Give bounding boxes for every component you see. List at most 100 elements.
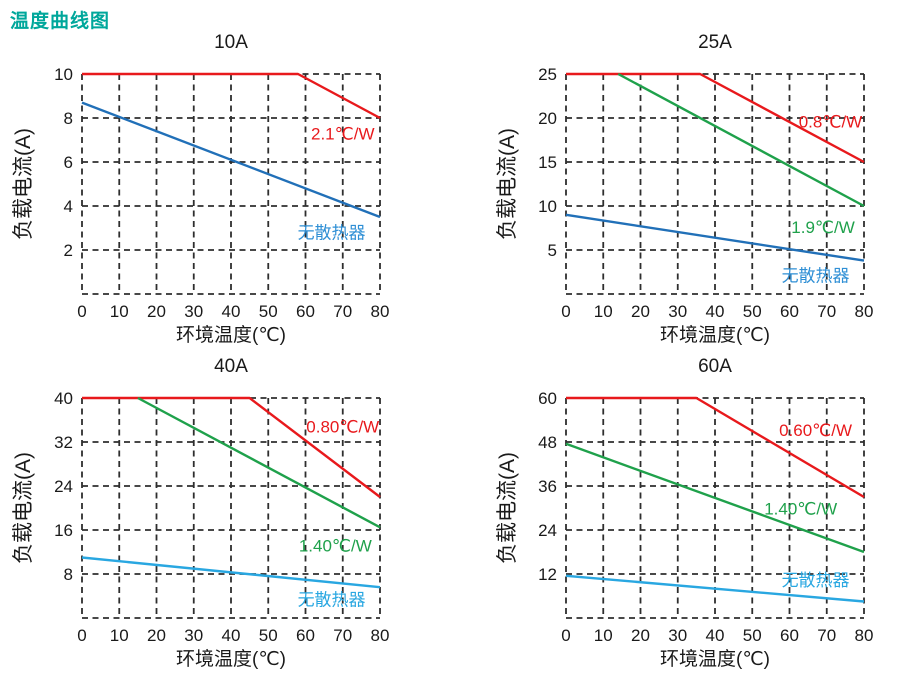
series-label: 无散热器: [298, 223, 366, 242]
chart-10A: 10A 2 4 6 8 10 0 10 20 30 40 50 60 70 80 环境温度(℃) 负载电流(A)…: [12, 32, 390, 346]
x-tick-label: 0: [77, 626, 86, 645]
series-label: 0.80℃/W: [306, 418, 379, 437]
x-axis-title: 环境温度(℃): [176, 324, 286, 346]
y-axis-title: 负载电流(A): [12, 452, 35, 564]
y-tick-label: 5: [548, 241, 557, 260]
series-label: 1.40℃/W: [764, 500, 837, 519]
x-tick-label: 80: [371, 302, 390, 321]
chart-block-25a: 25A 5 10 15 20 25 0 10 20 30 40 50 60 70 80 环境温度(℃) 负载电流…: [496, 28, 912, 352]
x-tick-label: 30: [184, 626, 203, 645]
y-tick-label: 8: [64, 565, 73, 584]
y-tick-label: 16: [54, 521, 73, 540]
series-line-1: [137, 396, 381, 529]
x-tick-label: 60: [296, 302, 315, 321]
chart-title: 40A: [214, 356, 248, 377]
series-label: 1.40℃/W: [299, 536, 372, 555]
x-tick-label: 80: [855, 626, 874, 645]
chart-40A: 40A 8 16 24 32 40 0 10 20 30 40 50 60 70 80 环境温度(℃) 负载电流…: [12, 356, 390, 670]
x-tick-label: 50: [743, 302, 762, 321]
y-tick-label: 10: [538, 197, 557, 216]
series-label: 0.8℃/W: [799, 113, 863, 132]
series-line-1: [81, 101, 381, 219]
series-line-0: [566, 396, 865, 499]
x-tick-label: 10: [594, 626, 613, 645]
series-line-2: [81, 556, 381, 589]
x-tick-label: 40: [222, 302, 241, 321]
x-tick-label: 30: [184, 302, 203, 321]
x-axis-title: 环境温度(℃): [660, 648, 770, 670]
y-tick-label: 20: [538, 109, 557, 128]
y-tick-label: 4: [64, 197, 73, 216]
series-label: 无散热器: [782, 267, 850, 286]
y-axis-title: 负载电流(A): [496, 452, 519, 564]
x-tick-label: 60: [780, 302, 799, 321]
x-tick-label: 20: [631, 626, 650, 645]
x-tick-label: 30: [668, 626, 687, 645]
series-label: 2.1℃/W: [311, 124, 375, 143]
x-tick-label: 20: [631, 302, 650, 321]
x-tick-label: 60: [296, 626, 315, 645]
x-tick-label: 60: [780, 626, 799, 645]
y-axis-title: 负载电流(A): [12, 128, 35, 240]
x-tick-label: 10: [110, 626, 129, 645]
x-tick-label: 0: [77, 302, 86, 321]
x-tick-label: 30: [668, 302, 687, 321]
chart-title: 25A: [698, 32, 732, 53]
series-label: 无散热器: [298, 590, 366, 609]
x-tick-label: 70: [333, 626, 352, 645]
y-tick-label: 24: [538, 521, 557, 540]
x-tick-label: 20: [147, 626, 166, 645]
y-tick-label: 24: [54, 477, 73, 496]
series-line-2: [565, 574, 865, 603]
y-tick-label: 6: [64, 153, 73, 172]
y-tick-label: 48: [538, 433, 557, 452]
x-tick-label: 40: [706, 626, 725, 645]
y-axis-title: 负载电流(A): [496, 128, 519, 240]
x-axis-title: 环境温度(℃): [660, 324, 770, 346]
series-line-0: [566, 72, 865, 164]
y-tick-label: 60: [538, 389, 557, 408]
x-tick-label: 70: [817, 626, 836, 645]
series-label: 无散热器: [782, 571, 850, 590]
series-line-1: [565, 442, 865, 554]
x-tick-label: 10: [594, 302, 613, 321]
x-tick-label: 40: [222, 626, 241, 645]
y-tick-label: 36: [538, 477, 557, 496]
x-tick-label: 70: [333, 302, 352, 321]
x-tick-label: 80: [855, 302, 874, 321]
series-label: 1.9℃/W: [791, 218, 855, 237]
y-tick-label: 25: [538, 65, 557, 84]
y-tick-label: 2: [64, 241, 73, 260]
series-line-0: [82, 396, 381, 498]
chart-title: 10A: [214, 32, 248, 53]
x-tick-label: 0: [561, 626, 570, 645]
chart-block-60a: 60A 12 24 36 48 60 0 10 20 30 40 50 60 70 80 环境温度(℃) 负载电…: [496, 352, 912, 676]
x-tick-label: 20: [147, 302, 166, 321]
series-line-0: [82, 72, 381, 120]
y-tick-label: 8: [64, 109, 73, 128]
x-tick-label: 40: [706, 302, 725, 321]
x-tick-label: 70: [817, 302, 836, 321]
chart-title: 60A: [698, 356, 732, 377]
y-tick-label: 12: [538, 565, 557, 584]
series-label: 0.60℃/W: [779, 421, 852, 440]
series-line-1: [617, 72, 865, 208]
x-tick-label: 50: [743, 626, 762, 645]
chart-60A: 60A 12 24 36 48 60 0 10 20 30 40 50 60 70 80 环境温度(℃) 负载电…: [496, 356, 874, 670]
y-tick-label: 15: [538, 153, 557, 172]
x-tick-label: 0: [561, 302, 570, 321]
x-tick-label: 10: [110, 302, 129, 321]
chart-25A: 25A 5 10 15 20 25 0 10 20 30 40 50 60 70 80 环境温度(℃) 负载电流…: [496, 32, 874, 346]
series-line-2: [565, 213, 865, 262]
x-tick-label: 50: [259, 302, 278, 321]
page-title: 温度曲线图: [10, 11, 111, 32]
y-tick-label: 32: [54, 433, 73, 452]
x-tick-label: 50: [259, 626, 278, 645]
x-tick-label: 80: [371, 626, 390, 645]
chart-block-10a: 10A 2 4 6 8 10 0 10 20 30 40 50 60 70 80 环境温度(℃) 负载电流(A)…: [12, 28, 452, 352]
y-tick-label: 40: [54, 389, 73, 408]
chart-block-40a: 40A 8 16 24 32 40 0 10 20 30 40 50 60 70 80 环境温度(℃) 负载电流…: [12, 352, 452, 676]
y-tick-label: 10: [54, 65, 73, 84]
x-axis-title: 环境温度(℃): [176, 648, 286, 670]
